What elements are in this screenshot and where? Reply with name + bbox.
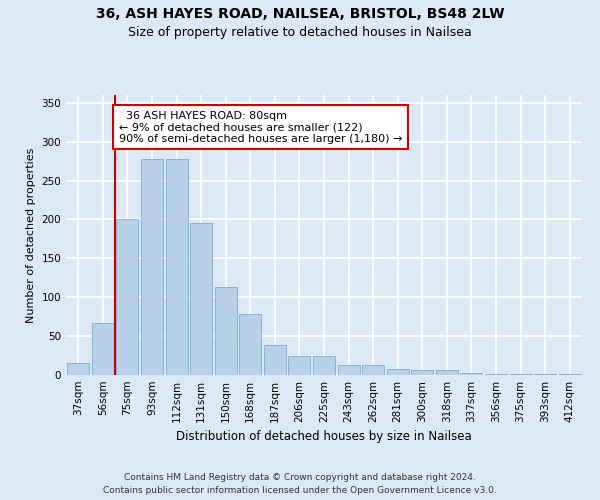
Bar (264, 346, 286, 375)
Bar (411, 370, 433, 375)
Text: Size of property relative to detached houses in Nailsea: Size of property relative to detached ho… (128, 26, 472, 39)
Y-axis label: Number of detached properties: Number of detached properties (26, 148, 36, 322)
Bar (362, 365, 384, 375)
Bar (215, 287, 237, 375)
Bar (460, 372, 482, 375)
X-axis label: Distribution of detached houses by size in Nailsea: Distribution of detached houses by size … (176, 430, 472, 444)
Bar (436, 370, 458, 375)
Bar (338, 365, 359, 375)
Bar (166, 159, 188, 375)
Text: 36 ASH HAYES ROAD: 80sqm
← 9% of detached houses are smaller (122)
90% of semi-d: 36 ASH HAYES ROAD: 80sqm ← 9% of detache… (119, 110, 402, 144)
Bar (239, 314, 262, 375)
Bar (534, 374, 556, 375)
Bar (141, 159, 163, 375)
Text: Contains HM Land Registry data © Crown copyright and database right 2024.
Contai: Contains HM Land Registry data © Crown c… (103, 474, 497, 495)
Bar (289, 356, 310, 375)
Bar (485, 374, 507, 375)
Bar (559, 374, 581, 375)
Bar (190, 224, 212, 375)
Bar (386, 369, 409, 375)
Text: 36, ASH HAYES ROAD, NAILSEA, BRISTOL, BS48 2LW: 36, ASH HAYES ROAD, NAILSEA, BRISTOL, BS… (96, 8, 504, 22)
Bar (313, 356, 335, 375)
Bar (67, 364, 89, 375)
Bar (116, 220, 139, 375)
Bar (92, 323, 114, 375)
Bar (509, 374, 532, 375)
